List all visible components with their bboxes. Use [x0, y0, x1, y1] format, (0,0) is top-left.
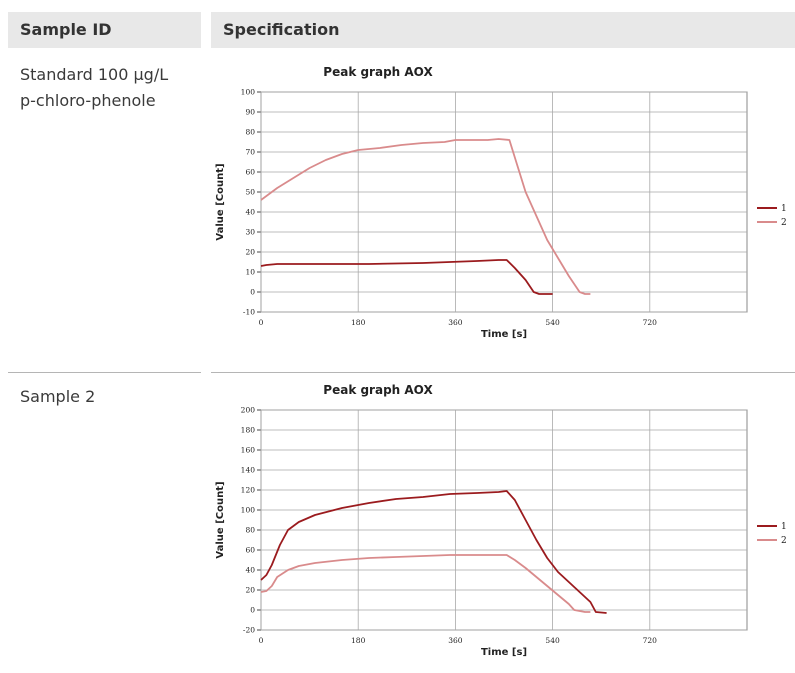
- x-tick-label: 0: [259, 636, 264, 645]
- sample-id-line: p-chloro-phenole: [20, 91, 156, 110]
- y-tick-label: 60: [245, 546, 255, 555]
- y-tick-label: 60: [245, 168, 255, 177]
- y-tick-label: 140: [241, 466, 256, 475]
- x-tick-label: 720: [643, 636, 658, 645]
- y-tick-label: 100: [241, 506, 256, 515]
- y-tick-label: 120: [241, 486, 256, 495]
- x-axis-label: Time [s]: [481, 329, 527, 340]
- chart-title: Peak graph AOX: [323, 65, 433, 79]
- y-axis-label: Value [Count]: [215, 481, 226, 558]
- y-tick-label: 80: [245, 526, 255, 535]
- series-line-1: [260, 259, 553, 295]
- column-header-specification: Specification: [211, 12, 795, 48]
- peak-graph-chart-2: Peak graph AOX -20 0 20 40 60 80 100 120 140 160 18…: [211, 374, 795, 669]
- y-tick-label: -20: [243, 626, 255, 635]
- y-tick-label: 70: [245, 148, 255, 157]
- y-tick-label: 80: [245, 128, 255, 137]
- y-tick-label: 30: [245, 228, 255, 237]
- y-tick-label: 0: [250, 288, 255, 297]
- row-divider: [211, 372, 795, 373]
- legend-label-1: 1: [781, 204, 787, 214]
- legend-label-1: 1: [781, 522, 787, 532]
- series-line-2: [260, 138, 591, 295]
- sample-id-cell: Sample 2: [20, 384, 95, 410]
- y-tick-label: 160: [241, 446, 256, 455]
- x-tick-label: 540: [545, 318, 560, 327]
- plot-area: [260, 91, 748, 313]
- sample-id-cell: Standard 100 µg/L p-chloro-phenole: [20, 62, 168, 114]
- legend-label-2: 2: [781, 536, 787, 546]
- y-tick-label: 90: [245, 108, 255, 117]
- peak-graph-chart-1: Peak graph AOX -10 0 10 20 30 40 50 60 70 80 90 100 0…: [211, 56, 795, 351]
- y-tick-label: 40: [245, 208, 255, 217]
- chart-svg: Peak graph AOX-2002040608010012014016018…: [215, 383, 787, 658]
- sample-id-line: Standard 100 µg/L: [20, 65, 169, 84]
- column-header-sample-id: Sample ID: [8, 12, 201, 48]
- x-tick-label: 360: [448, 636, 463, 645]
- y-tick-label: 20: [245, 248, 255, 257]
- y-tick-label: 0: [250, 606, 255, 615]
- y-tick-label: -10: [243, 308, 255, 317]
- y-tick-label: 100: [241, 88, 256, 97]
- y-tick-label: 50: [245, 188, 255, 197]
- x-tick-label: 540: [545, 636, 560, 645]
- y-tick-label: 10: [245, 268, 255, 277]
- x-tick-label: 0: [259, 318, 264, 327]
- legend-label-2: 2: [781, 218, 787, 228]
- y-tick-label: 200: [241, 406, 256, 415]
- chart-svg: Peak graph AOX -10 0 10 20 30 40 50 60 70 80 90 100 0…: [215, 65, 787, 340]
- x-axis-label: Time [s]: [481, 647, 527, 658]
- x-tick-label: 360: [448, 318, 463, 327]
- series-line-2: [260, 554, 591, 613]
- row-divider: [8, 372, 201, 373]
- series-line-1: [260, 490, 607, 614]
- y-tick-label: 20: [245, 586, 255, 595]
- y-tick-label: 180: [241, 426, 256, 435]
- x-tick-label: 180: [351, 318, 366, 327]
- y-axis-label: Value [Count]: [215, 163, 226, 240]
- x-tick-label: 720: [643, 318, 658, 327]
- x-tick-label: 180: [351, 636, 366, 645]
- chart-title: Peak graph AOX: [323, 383, 433, 397]
- sample-id-line: Sample 2: [20, 387, 96, 406]
- y-tick-label: 40: [245, 566, 255, 575]
- plot-area: [260, 409, 748, 631]
